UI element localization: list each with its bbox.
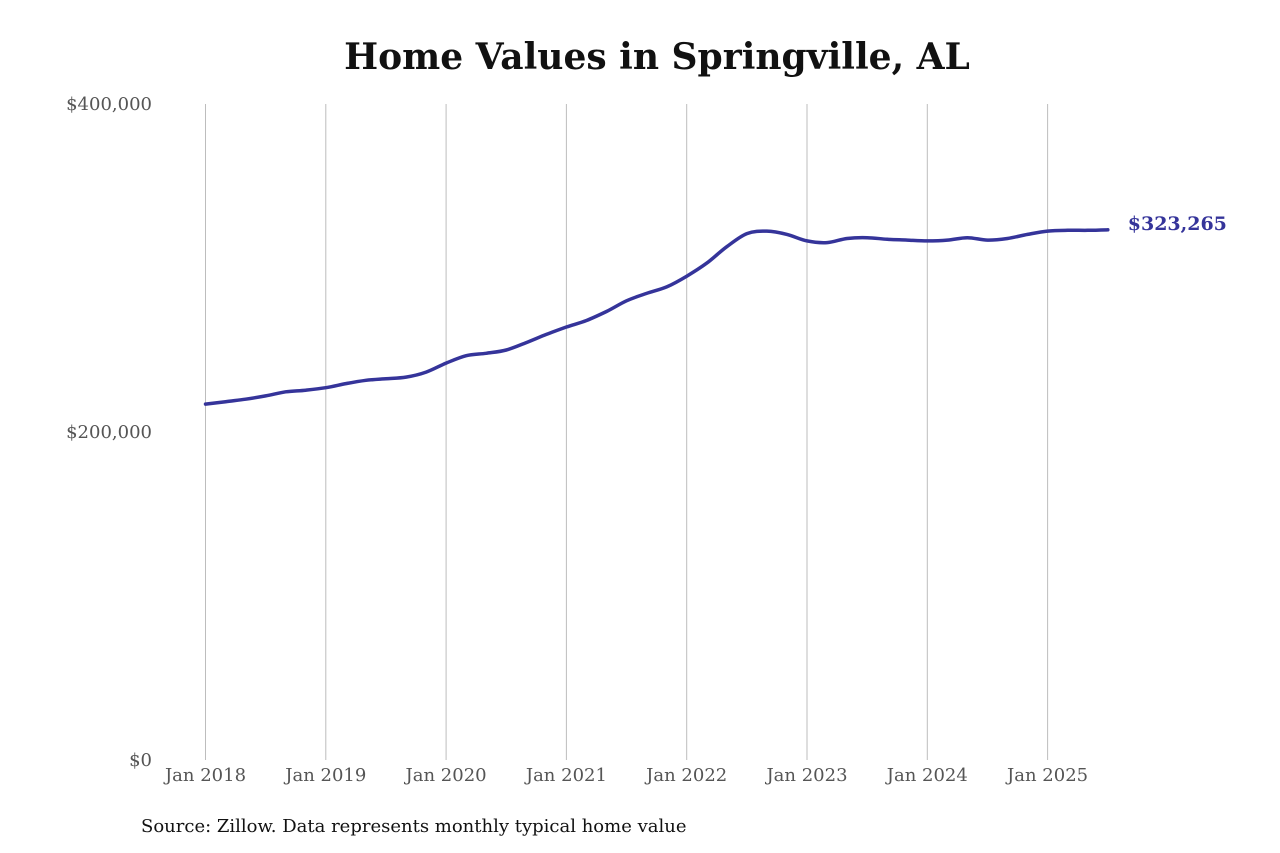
x-tick-label: Jan 2018 <box>163 765 246 786</box>
source-note: Source: Zillow. Data represents monthly … <box>141 816 687 837</box>
y-tick-label: $200,000 <box>66 422 152 443</box>
x-tick-label: Jan 2023 <box>764 765 847 786</box>
series-layer <box>203 228 1110 406</box>
x-tick-label: Jan 2020 <box>404 765 487 786</box>
x-tick-label: Jan 2025 <box>1005 765 1088 786</box>
x-tick-label: Jan 2021 <box>524 765 607 786</box>
y-tick-label: $0 <box>129 750 152 771</box>
y-tick-label: $400,000 <box>66 94 152 115</box>
end-label-layer: $323,265 <box>1128 213 1227 235</box>
x-tick-label: Jan 2019 <box>283 765 366 786</box>
x-tick-label: Jan 2022 <box>644 765 727 786</box>
gridlines <box>205 104 1049 760</box>
home-value-line <box>203 228 1110 406</box>
end-value-label: $323,265 <box>1128 213 1227 235</box>
x-tick-label: Jan 2024 <box>885 765 968 786</box>
y-axis-ticks: $0 $200,000 $400,000 <box>66 94 152 771</box>
chart-title: Home Values in Springville, AL <box>344 36 970 78</box>
x-axis-ticks: Jan 2018 Jan 2019 Jan 2020 Jan 2021 Jan 2022… <box>163 765 1088 786</box>
